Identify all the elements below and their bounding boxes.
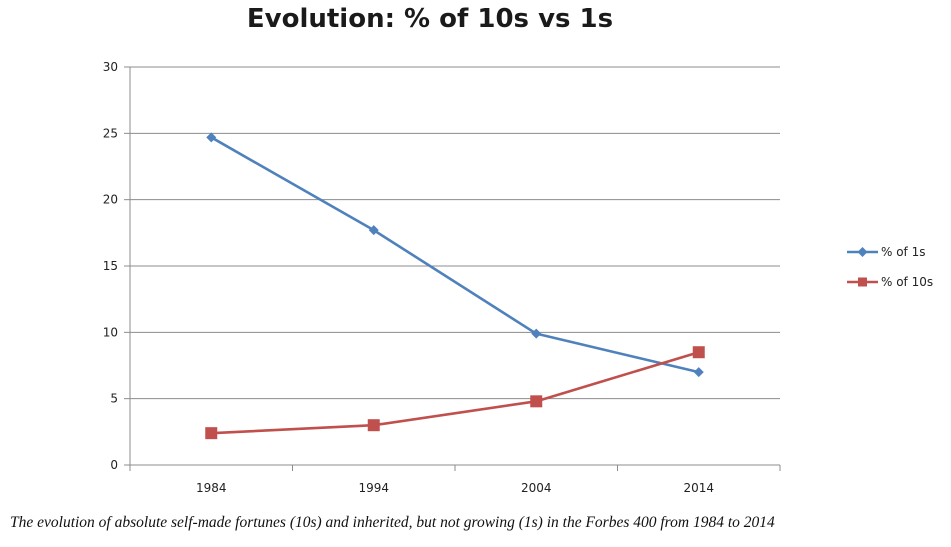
legend-marker [858,277,867,287]
y-axis-ticks: 0 5 10 15 20 25 30 [103,60,130,472]
y-tick-label: 30 [103,60,118,74]
x-tick-label: 2004 [521,481,552,495]
series-line-ones [210,136,700,374]
chart-title: Evolution: % of 10s vs 1s [246,4,614,34]
legend: % of 1s % of 10s [847,245,933,289]
series-line-tens [211,350,700,435]
data-point-ones-1984 [206,132,217,143]
data-point-ones-2004 [531,328,542,339]
x-tick-label: 1994 [358,481,389,495]
data-point-ones-1994 [368,225,379,236]
y-tick-label: 10 [103,325,118,339]
legend-item-tens: % of 10s [847,275,933,289]
data-point-tens-1994 [367,419,380,432]
y-tick-label: 5 [110,392,118,406]
data-point-tens-2004 [530,395,543,408]
x-tick-label: 2014 [683,481,714,495]
x-tick-label: 1984 [196,481,227,495]
data-point-tens-1984 [205,427,218,440]
x-axis-ticks: 1984 1994 2004 2014 [129,465,781,495]
series-ones [206,132,704,378]
gridlines [130,66,780,400]
y-tick-label: 0 [110,458,118,472]
y-tick-label: 15 [103,259,118,273]
legend-label: % of 10s [881,275,933,289]
data-point-tens-2014 [692,346,705,359]
series [205,132,705,440]
series-tens [205,346,705,440]
legend-label: % of 1s [881,245,925,259]
figure-caption: The evolution of absolute self-made fort… [10,514,775,531]
y-tick-label: 25 [103,126,118,140]
legend-item-ones: % of 1s [847,245,925,259]
data-point-ones-2014 [693,367,704,378]
y-tick-label: 20 [103,193,118,207]
legend-marker [857,247,868,257]
